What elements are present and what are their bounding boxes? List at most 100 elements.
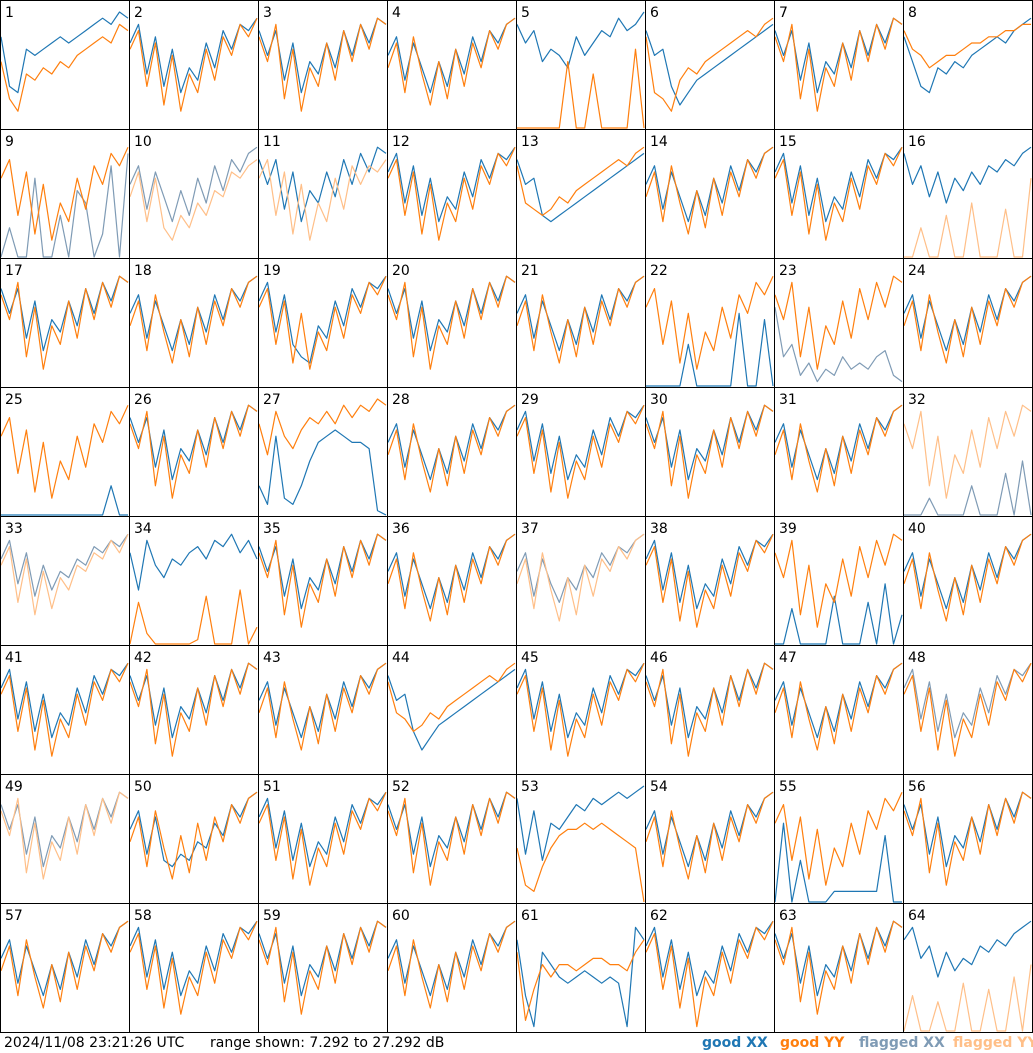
panel-title: 26 [134,392,152,408]
trace [903,146,1032,204]
trace [129,533,258,591]
trace [516,939,645,1021]
trace [903,404,1032,499]
trace [387,920,516,1009]
trace [258,275,387,364]
panel-title: 55 [779,779,797,795]
panel-title: 34 [134,521,152,537]
trace [645,17,774,112]
trace [516,533,645,622]
trace [774,791,903,886]
panel-title: 62 [650,908,668,924]
trace [774,533,903,628]
panel-title: 20 [392,263,410,279]
trace [129,146,258,223]
trace [516,152,645,223]
trace [516,11,645,69]
trace [645,275,774,370]
trace [903,920,1032,978]
panel-title: 11 [263,134,281,150]
trace [775,583,903,645]
trace [0,662,129,739]
trace [258,791,387,886]
panel-title: 15 [779,134,797,150]
panel-title: 59 [263,908,281,924]
panel-title: 27 [263,392,281,408]
trace [0,791,129,880]
panel-title: 37 [521,521,539,537]
trace [645,533,774,610]
panel-title: 50 [134,779,152,795]
trace [387,275,516,352]
range-text: range shown: 7.292 to 27.292 dB [210,1035,444,1051]
trace [0,920,129,1009]
trace [516,275,645,364]
trace [774,662,903,751]
panel-title: 52 [392,779,410,795]
panel-title: 49 [5,779,23,795]
trace [516,404,645,481]
trace [258,791,387,868]
trace [387,662,516,732]
panel-title: 17 [5,263,23,279]
trace [903,23,1031,69]
trace [129,662,258,739]
trace [129,17,258,112]
trace [258,398,387,456]
trace [258,17,387,94]
trace [387,791,516,886]
panel-title: 16 [908,134,926,150]
timestamp: 2024/11/08 23:21:26 UTC [4,1035,184,1051]
trace [129,589,258,645]
trace [0,404,129,499]
trace [0,533,129,616]
legend-label: good YY [780,1035,845,1051]
trace [129,404,258,499]
trace [258,429,387,516]
trace [129,920,258,997]
trace [387,17,516,106]
panel-title: 31 [779,392,797,408]
trace [774,275,903,370]
panel-title: 8 [908,5,917,21]
trace [387,791,516,868]
panel-title: 47 [779,650,797,666]
panel-title: 18 [134,263,152,279]
trace [517,48,645,129]
panel-title: 32 [908,392,926,408]
trace [904,460,1032,516]
panel-title: 53 [521,779,539,795]
trace [129,404,258,481]
trace [0,791,129,868]
panel-title: 38 [650,521,668,537]
trace [0,275,129,352]
panel-title: 44 [392,650,410,666]
panel-title: 24 [908,263,926,279]
trace [258,533,387,628]
trace [645,662,774,757]
trace [258,920,387,997]
panel-title: 48 [908,650,926,666]
trace [516,404,645,499]
panel-title: 14 [650,134,668,150]
panel-title: 3 [263,5,272,21]
trace [129,662,258,757]
panel-title: 23 [779,263,797,279]
trace [516,926,645,1028]
trace [645,23,774,106]
legend-label: good XX [702,1035,768,1051]
trace [903,791,1032,868]
panel-title: 36 [392,521,410,537]
legend-label: flagged YY [953,1035,1033,1051]
trace [258,275,387,370]
trace [645,146,774,235]
trace [387,146,516,241]
trace [645,404,774,481]
panel-title: 13 [521,134,539,150]
trace [1,485,128,516]
panel-title: 45 [521,650,539,666]
legend-label: flagged XX [859,1035,945,1051]
trace [516,662,645,757]
trace [129,791,258,880]
